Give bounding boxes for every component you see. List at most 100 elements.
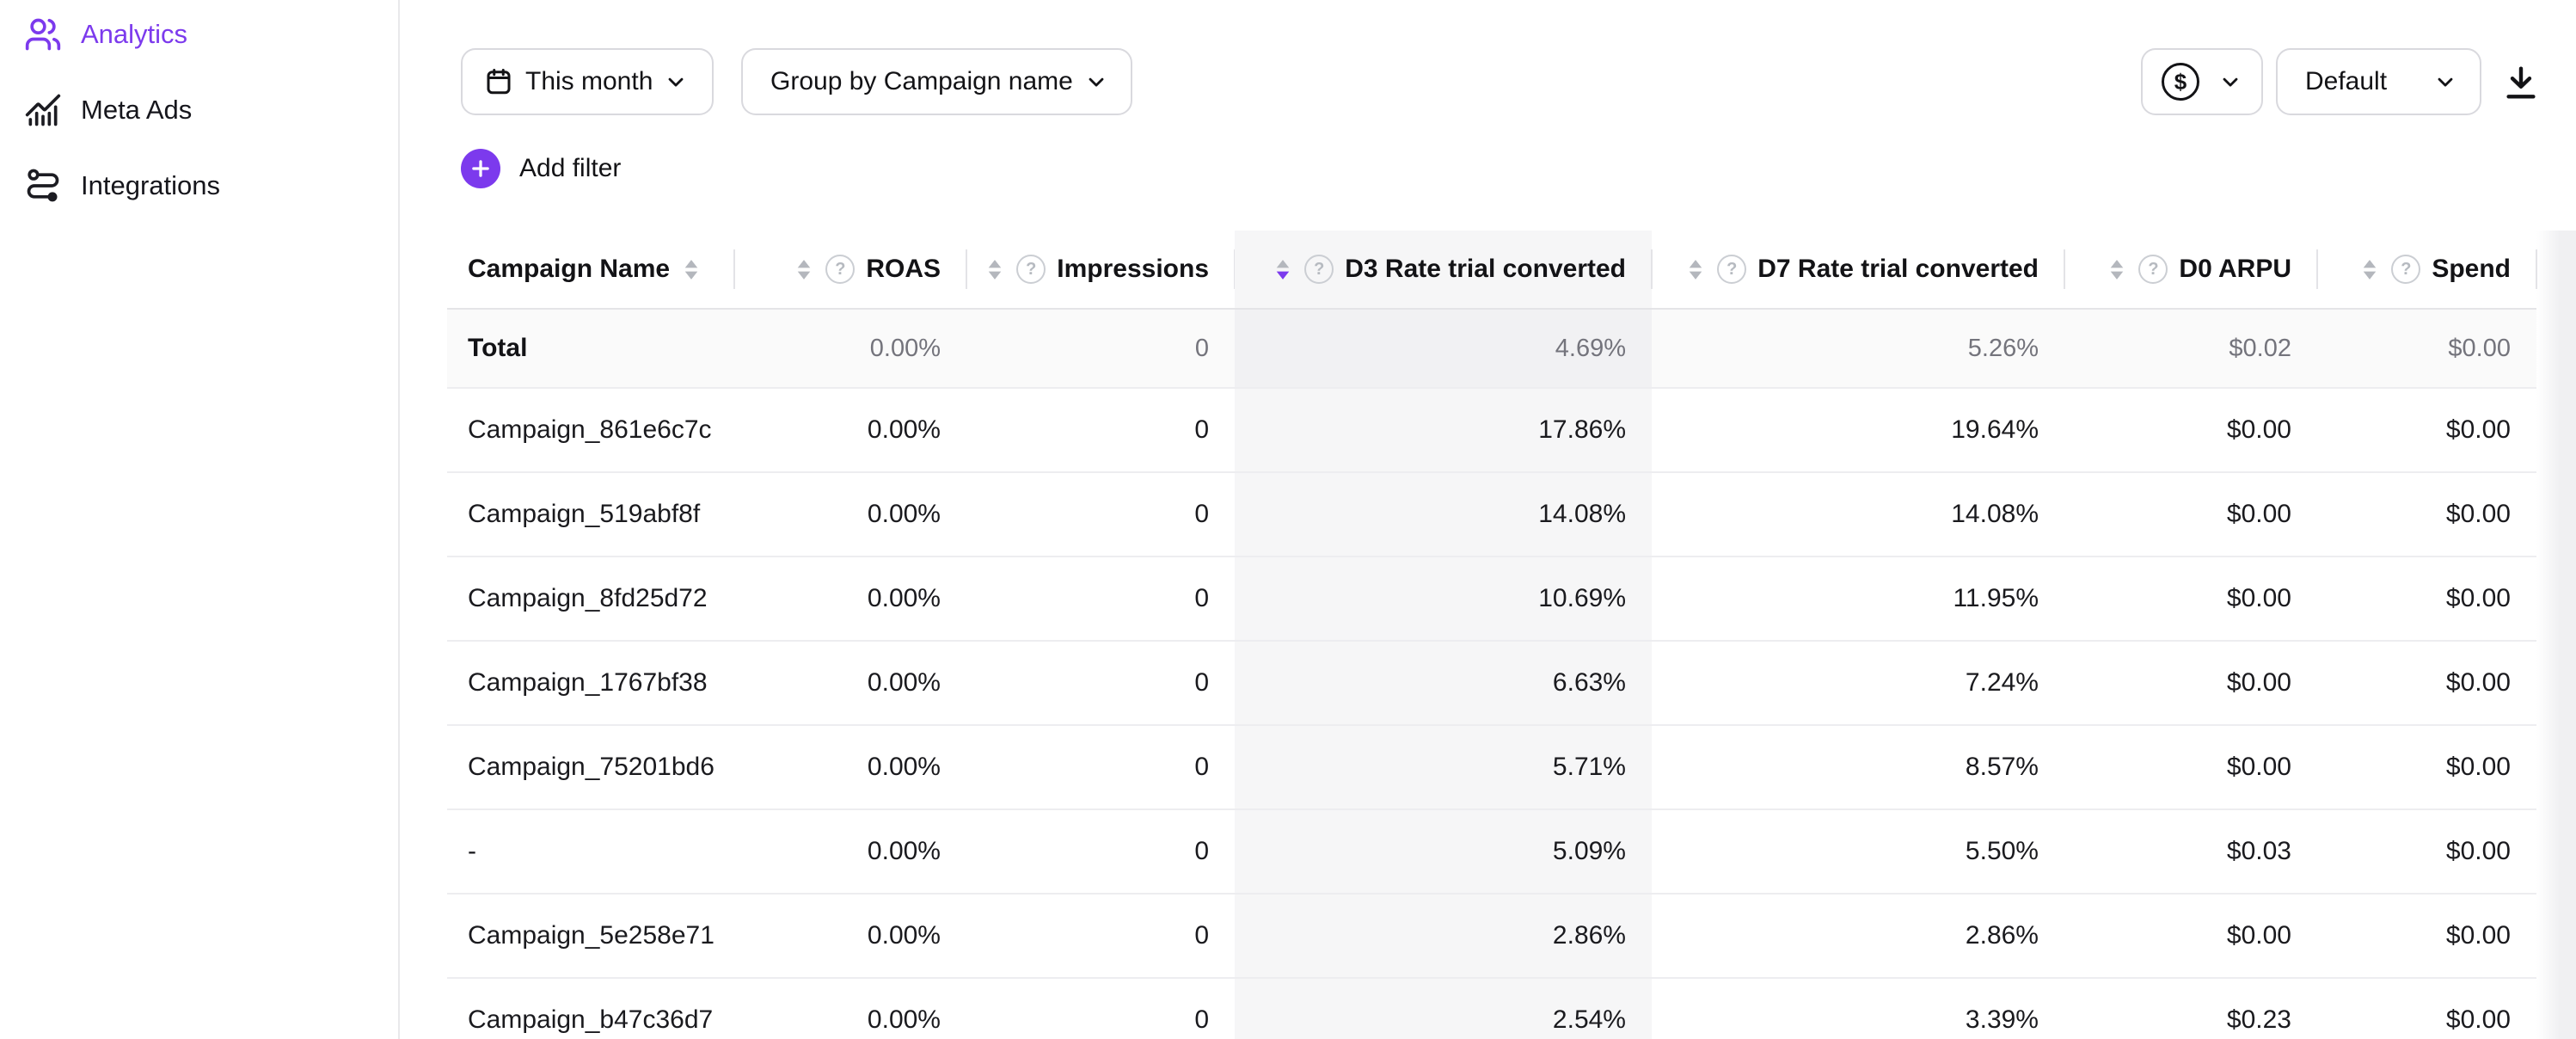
analytics-table: Campaign Name ? ROAS ? Impressions ? D3 …	[447, 231, 2536, 1039]
help-icon[interactable]: ?	[1304, 255, 1334, 284]
table-cell: 2.86%	[1235, 895, 1652, 977]
table-cell: 0.00%	[867, 921, 941, 950]
sidebar-item-analytics[interactable]: Analytics	[24, 0, 398, 69]
add-filter-label: Add filter	[519, 154, 622, 182]
table-row[interactable]: Total 0.00% 0 4.69% 5.26% $0.02 $0.00	[447, 310, 2536, 389]
table-cell: $0.00	[2226, 415, 2291, 444]
table-cell: 19.64%	[1951, 415, 2039, 444]
table-cell: 0	[1194, 753, 1209, 781]
table-body: Total 0.00% 0 4.69% 5.26% $0.02 $0.00 Ca…	[447, 310, 2536, 1039]
table-cell: 0.00%	[867, 584, 941, 612]
table-cell: 5.50%	[1965, 837, 2039, 865]
column-header-spend[interactable]: ? Spend	[2317, 231, 2536, 308]
table-cell: $0.00	[2445, 415, 2511, 444]
users-icon	[25, 18, 61, 51]
table-cell: 14.08%	[1951, 500, 2039, 528]
table-cell: Campaign_b47c36d7	[468, 1005, 714, 1034]
table-cell: $0.00	[2226, 584, 2291, 612]
table-cell: $0.00	[2445, 753, 2511, 781]
table-cell: 4.69%	[1235, 310, 1652, 387]
table-cell: $0.03	[2226, 837, 2291, 865]
table-row[interactable]: - 0.00% 0 5.09% 5.50% $0.03 $0.00	[447, 810, 2536, 895]
table-cell: 2.86%	[1965, 921, 2039, 950]
table-cell: $0.00	[2445, 668, 2511, 697]
sidebar-item-meta-ads[interactable]: Meta Ads	[24, 76, 398, 144]
add-filter-button[interactable]: Add filter	[461, 148, 621, 189]
table-cell: $0.00	[2448, 334, 2511, 362]
chart-trend-icon	[25, 94, 61, 126]
table-cell: $0.00	[2226, 921, 2291, 950]
sort-arrows-icon	[2111, 259, 2124, 280]
sort-arrows-icon	[988, 259, 1002, 280]
date-range-label: This month	[525, 67, 653, 95]
table-cell: 0.00%	[867, 837, 941, 865]
table-cell: 0	[1194, 668, 1209, 697]
table-cell: 2.54%	[1235, 979, 1652, 1039]
help-icon[interactable]: ?	[1717, 255, 1747, 284]
table-cell: Campaign_861e6c7c	[468, 415, 712, 444]
table-cell: Total	[468, 334, 528, 362]
column-header-d0-arpu[interactable]: ? D0 ARPU	[2064, 231, 2317, 308]
table-header-row: Campaign Name ? ROAS ? Impressions ? D3 …	[447, 231, 2536, 310]
table-cell: 0	[1194, 415, 1209, 444]
date-range-dropdown[interactable]: This month	[461, 48, 714, 115]
plus-icon	[461, 149, 500, 188]
download-button[interactable]	[2499, 60, 2543, 105]
table-cell: 5.09%	[1235, 810, 1652, 893]
column-header-roas[interactable]: ? ROAS	[734, 231, 966, 308]
table-row[interactable]: Campaign_1767bf38 0.00% 0 6.63% 7.24% $0…	[447, 642, 2536, 726]
group-by-dropdown[interactable]: Group by Campaign name	[741, 48, 1132, 115]
table-cell: 0.00%	[867, 668, 941, 697]
help-icon[interactable]: ?	[1016, 255, 1046, 284]
download-icon	[2506, 66, 2536, 99]
table-cell: 0	[1194, 584, 1209, 612]
table-cell: 17.86%	[1235, 389, 1652, 471]
table-cell: Campaign_8fd25d72	[468, 584, 708, 612]
column-header-d3-rate-trial-converted[interactable]: ? D3 Rate trial converted	[1235, 231, 1652, 308]
table-cell: $0.00	[2445, 837, 2511, 865]
table-cell: -	[468, 837, 476, 865]
table-row[interactable]: Campaign_8fd25d72 0.00% 0 10.69% 11.95% …	[447, 557, 2536, 642]
table-cell: $0.00	[2445, 921, 2511, 950]
table-cell: $0.00	[2445, 500, 2511, 528]
table-cell: 6.63%	[1235, 642, 1652, 724]
table-cell: $0.00	[2445, 584, 2511, 612]
table-cell: 0	[1194, 837, 1209, 865]
table-cell: 0.00%	[867, 1005, 941, 1034]
sort-arrows-icon	[2364, 259, 2377, 280]
column-header-d7-rate-trial-converted[interactable]: ? D7 Rate trial converted	[1652, 231, 2064, 308]
table-cell: 3.39%	[1965, 1005, 2039, 1034]
table-cell: 0	[1194, 1005, 1209, 1034]
table-row[interactable]: Campaign_519abf8f 0.00% 0 14.08% 14.08% …	[447, 473, 2536, 557]
help-icon[interactable]: ?	[825, 255, 856, 284]
sidebar-item-integrations[interactable]: Integrations	[24, 151, 398, 220]
sidebar-item-label: Analytics	[81, 19, 188, 49]
help-icon[interactable]: ?	[2138, 255, 2168, 284]
table-row[interactable]: Campaign_5e258e71 0.00% 0 2.86% 2.86% $0…	[447, 895, 2536, 979]
scroll-edge-shade	[2536, 231, 2576, 1039]
table-cell: $0.02	[2229, 334, 2291, 362]
currency-dropdown[interactable]: $	[2141, 48, 2263, 115]
table-cell: 0	[1194, 500, 1209, 528]
table-cell: 0.00%	[867, 415, 941, 444]
table-cell: $0.00	[2226, 500, 2291, 528]
table-cell: Campaign_5e258e71	[468, 921, 715, 950]
table-row[interactable]: Campaign_b47c36d7 0.00% 0 2.54% 3.39% $0…	[447, 979, 2536, 1039]
table-cell: $0.00	[2226, 753, 2291, 781]
column-header-campaign-name[interactable]: Campaign Name	[447, 231, 734, 308]
sidebar-item-label: Meta Ads	[81, 95, 193, 125]
table-row[interactable]: Campaign_75201bd6 0.00% 0 5.71% 8.57% $0…	[447, 726, 2536, 810]
table-row[interactable]: Campaign_861e6c7c 0.00% 0 17.86% 19.64% …	[447, 389, 2536, 473]
table-cell: 5.71%	[1235, 726, 1652, 808]
sort-arrows-icon	[798, 259, 811, 280]
column-header-impressions[interactable]: ? Impressions	[966, 231, 1235, 308]
dollar-circle-icon: $	[2162, 63, 2199, 101]
help-icon[interactable]: ?	[2391, 255, 2421, 284]
table-cell: Campaign_1767bf38	[468, 668, 708, 697]
table-cell: $0.00	[2445, 1005, 2511, 1034]
view-preset-dropdown[interactable]: Default	[2276, 48, 2481, 115]
sidebar-item-label: Integrations	[81, 170, 220, 200]
table-cell: 0	[1194, 921, 1209, 950]
chevron-down-icon	[1089, 77, 1104, 87]
table-cell: 11.95%	[1953, 584, 2039, 612]
